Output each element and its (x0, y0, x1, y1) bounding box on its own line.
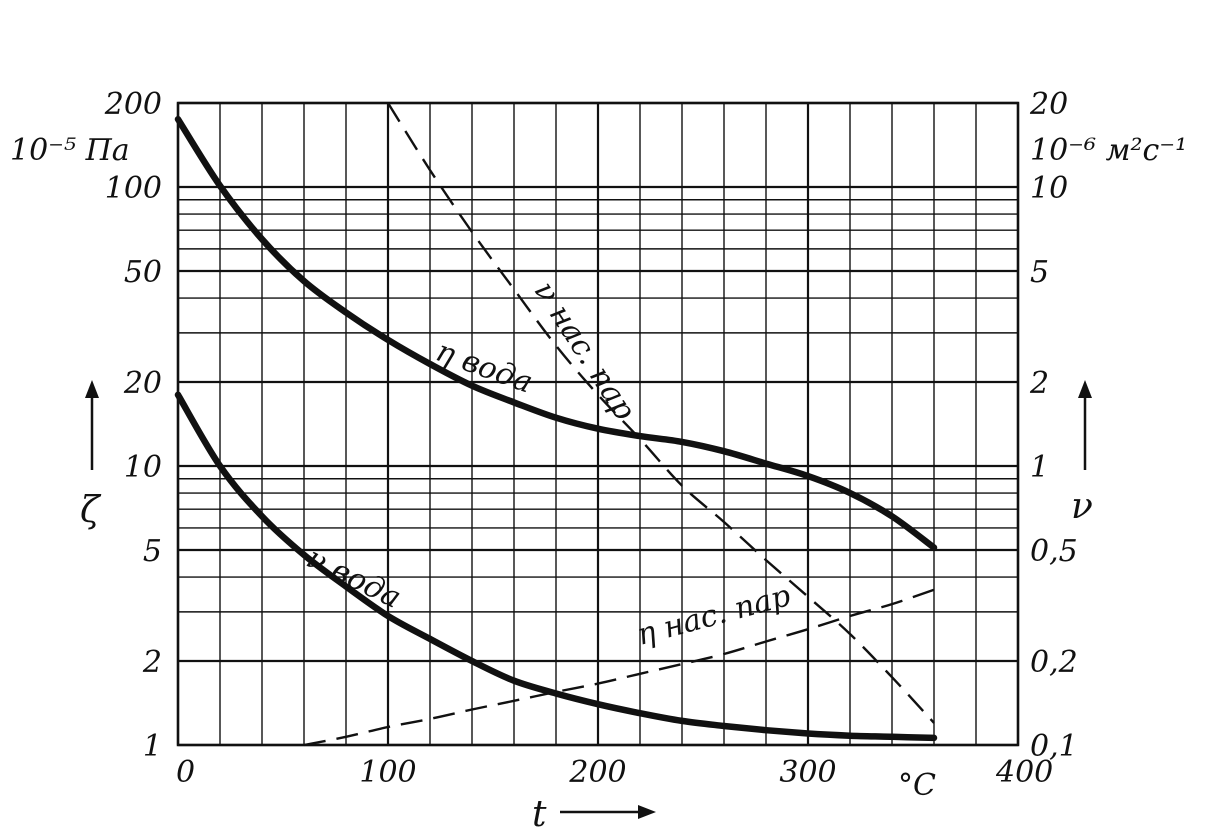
x-axis-unit: °C (898, 768, 936, 803)
right-tick-label: 2 (1029, 366, 1049, 401)
x-axis-name: t (532, 794, 656, 834)
left-tick-label: 1 (143, 729, 162, 764)
right-tick-label: 0,2 (1030, 645, 1078, 680)
curve-label: ν вода (301, 540, 406, 615)
x-tick-label: 100 (359, 755, 416, 790)
left-tick-label: 100 (105, 171, 162, 206)
right-axis-unit: 10⁻⁶ м²с⁻¹ (1030, 133, 1187, 168)
x-tick-label: 400 (995, 755, 1053, 790)
eta-sat-steam-curve (303, 588, 935, 747)
right-tick-label: 5 (1030, 255, 1049, 290)
right-tick-label: 20 (1029, 87, 1068, 122)
eta-water-curve (174, 115, 938, 551)
left-axis-unit: 10⁻⁵ Па (10, 133, 130, 168)
left-tick-label: 10 (124, 450, 162, 485)
x-tick-label: 0 (176, 755, 195, 790)
right-tick-label: 1 (1030, 450, 1049, 485)
nu-water-curve (174, 391, 938, 742)
left-tick-label: 5 (143, 534, 162, 569)
right-axis-name: ν (1071, 380, 1093, 527)
left-tick-label: 50 (124, 255, 162, 290)
x-axis-label: t (532, 794, 547, 834)
left-tick-label: 200 (104, 87, 162, 122)
x-tick-label: 200 (568, 755, 626, 790)
plot-frame (176, 101, 1020, 747)
right-tick-label: 10 (1030, 171, 1068, 206)
right-tick-label: 0,1 (1030, 729, 1078, 764)
left-tick-label: 2 (142, 645, 162, 680)
nu-sat-steam-curve (386, 102, 935, 724)
right-axis-label: ν (1071, 486, 1093, 527)
left-tick-label: 20 (123, 366, 162, 401)
left-axis-name: ζ (80, 380, 102, 531)
right-tick-label: 0,5 (1030, 534, 1078, 569)
x-tick-label: 300 (779, 755, 836, 790)
curve-label: η нас. пар (633, 578, 794, 653)
left-axis-label: ζ (80, 490, 102, 531)
